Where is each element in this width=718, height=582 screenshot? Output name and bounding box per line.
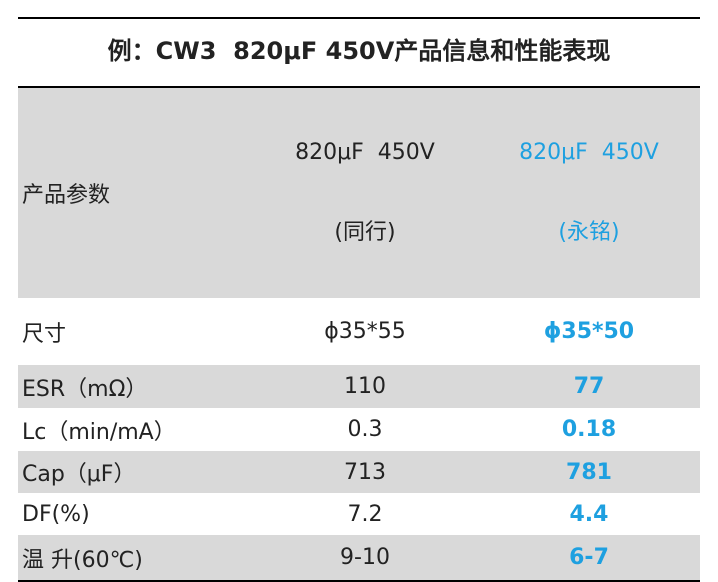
header-line: 820μF 450V [295, 140, 435, 165]
header-line: (同行) [334, 220, 396, 245]
cell: 713 [344, 459, 386, 485]
header-cell: 820μF 450V (永铭) [478, 88, 700, 298]
cell: 110 [344, 374, 386, 399]
cell: 77 [573, 374, 605, 399]
row-label: ESR（mΩ） [22, 376, 148, 402]
header-cell: 820μF 450V (同行) [252, 88, 478, 298]
table-row: ESR（mΩ） 110 77 [18, 365, 700, 408]
header-label: 产品参数 [22, 183, 111, 208]
cell: 0.18 [561, 417, 617, 442]
row-label: DF(%) [22, 501, 90, 527]
cell: ϕ35*50 [543, 319, 635, 344]
table-row: Lc（min/mA） 0.3 0.18 [18, 408, 700, 451]
header-line: 820μF 450V [519, 140, 659, 165]
page: 例：CW3 820μF 450V产品信息和性能表现 产品参数 820μF 450… [18, 17, 700, 582]
document: 例：CW3 820μF 450V产品信息和性能表现 产品参数 820μF 450… [18, 17, 700, 582]
cell: 6-7 [569, 545, 609, 570]
row-label: 温 升(60℃) [22, 547, 143, 573]
row-label: 尺寸 [22, 321, 67, 347]
table-row: 温 升(60℃) 9-10 6-7 [18, 535, 700, 581]
cell: 7.2 [347, 501, 383, 527]
table-row: Cap（μF） 713 781 [18, 451, 700, 493]
row-label: Lc（min/mA） [22, 419, 176, 445]
title: 例：CW3 820μF 450V产品信息和性能表现 [18, 17, 700, 88]
table: 产品参数 820μF 450V (同行) 820μF 450V (永铭) 尺寸 ϕ… [18, 88, 700, 582]
cell: 0.3 [347, 417, 383, 442]
header-line: (永铭) [558, 220, 620, 245]
header-row: 产品参数 820μF 450V (同行) 820μF 450V (永铭) [18, 88, 700, 298]
cell: 781 [566, 459, 612, 485]
cell: 4.4 [569, 501, 609, 527]
table-row: DF(%) 7.2 4.4 [18, 493, 700, 535]
cell: ϕ35*55 [324, 319, 406, 344]
table-row: 尺寸 ϕ35*55 ϕ35*50 [18, 298, 700, 365]
cell: 9-10 [340, 545, 390, 570]
row-label: Cap（μF） [22, 462, 136, 487]
